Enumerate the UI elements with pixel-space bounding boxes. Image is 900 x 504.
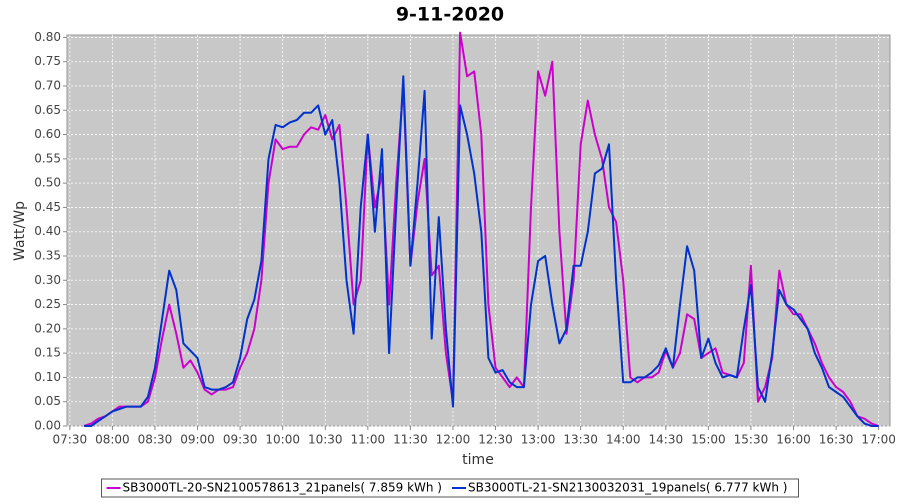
y-tick-label: 0.45 (34, 200, 61, 214)
y-tick-label: 0.50 (34, 176, 61, 190)
legend-label: SB3000TL-20-SN2100578613_21panels( 7.859… (123, 481, 442, 495)
x-tick-label: 15:30 (734, 433, 769, 447)
x-tick-label: 14:30 (649, 433, 684, 447)
y-tick-label: 0.30 (34, 273, 61, 287)
plot-area (66, 34, 891, 427)
x-tick-label: 16:00 (776, 433, 811, 447)
y-tick-label: 0.10 (34, 370, 61, 384)
x-tick-label: 17:00 (861, 433, 896, 447)
x-tick-label: 14:00 (606, 433, 641, 447)
y-tick-label: 0.65 (34, 103, 61, 117)
x-tick-label: 13:00 (521, 433, 556, 447)
x-tick-label: 16:30 (819, 433, 854, 447)
y-axis-label: Watt/Wp (12, 201, 28, 261)
series-line (84, 75, 879, 427)
y-tick-label: 0.15 (34, 346, 61, 360)
x-tick-label: 11:30 (393, 433, 428, 447)
y-tick-label: 0.60 (34, 127, 61, 141)
y-tick-label: 0.40 (34, 224, 61, 238)
x-tick-label: 09:30 (223, 433, 258, 447)
y-tick-label: 0.55 (34, 151, 61, 165)
legend-label: SB3000TL-21-SN2130032031_19panels( 6.777… (468, 481, 787, 495)
legend: SB3000TL-20-SN2100578613_21panels( 7.859… (101, 478, 799, 498)
x-tick-label: 10:00 (265, 433, 300, 447)
y-tick-label: 0.35 (34, 249, 61, 263)
x-tick-label: 12:00 (436, 433, 471, 447)
chart-title: 9-11-2020 (396, 4, 504, 26)
y-tick-label: 0.05 (34, 394, 61, 408)
x-axis-label: time (462, 452, 494, 468)
x-tick-label: 13:30 (563, 433, 598, 447)
series-line (83, 31, 879, 427)
y-tick-label: 0.70 (34, 79, 61, 93)
x-tick-label: 15:00 (691, 433, 726, 447)
y-tick-label: 0.00 (34, 419, 61, 433)
x-tick-label: 11:00 (351, 433, 386, 447)
y-tick-label: 0.80 (34, 30, 61, 44)
x-tick-label: 10:30 (308, 433, 343, 447)
legend-box (101, 478, 799, 498)
x-tick-label: 09:00 (180, 433, 215, 447)
y-tick-label: 0.20 (34, 321, 61, 335)
y-tick-label: 0.75 (34, 54, 61, 68)
x-tick-label: 07:30 (53, 433, 88, 447)
y-tick-label: 0.25 (34, 297, 61, 311)
x-tick-label: 08:30 (138, 433, 173, 447)
x-tick-label: 08:00 (95, 433, 130, 447)
x-tick-label: 12:30 (478, 433, 513, 447)
